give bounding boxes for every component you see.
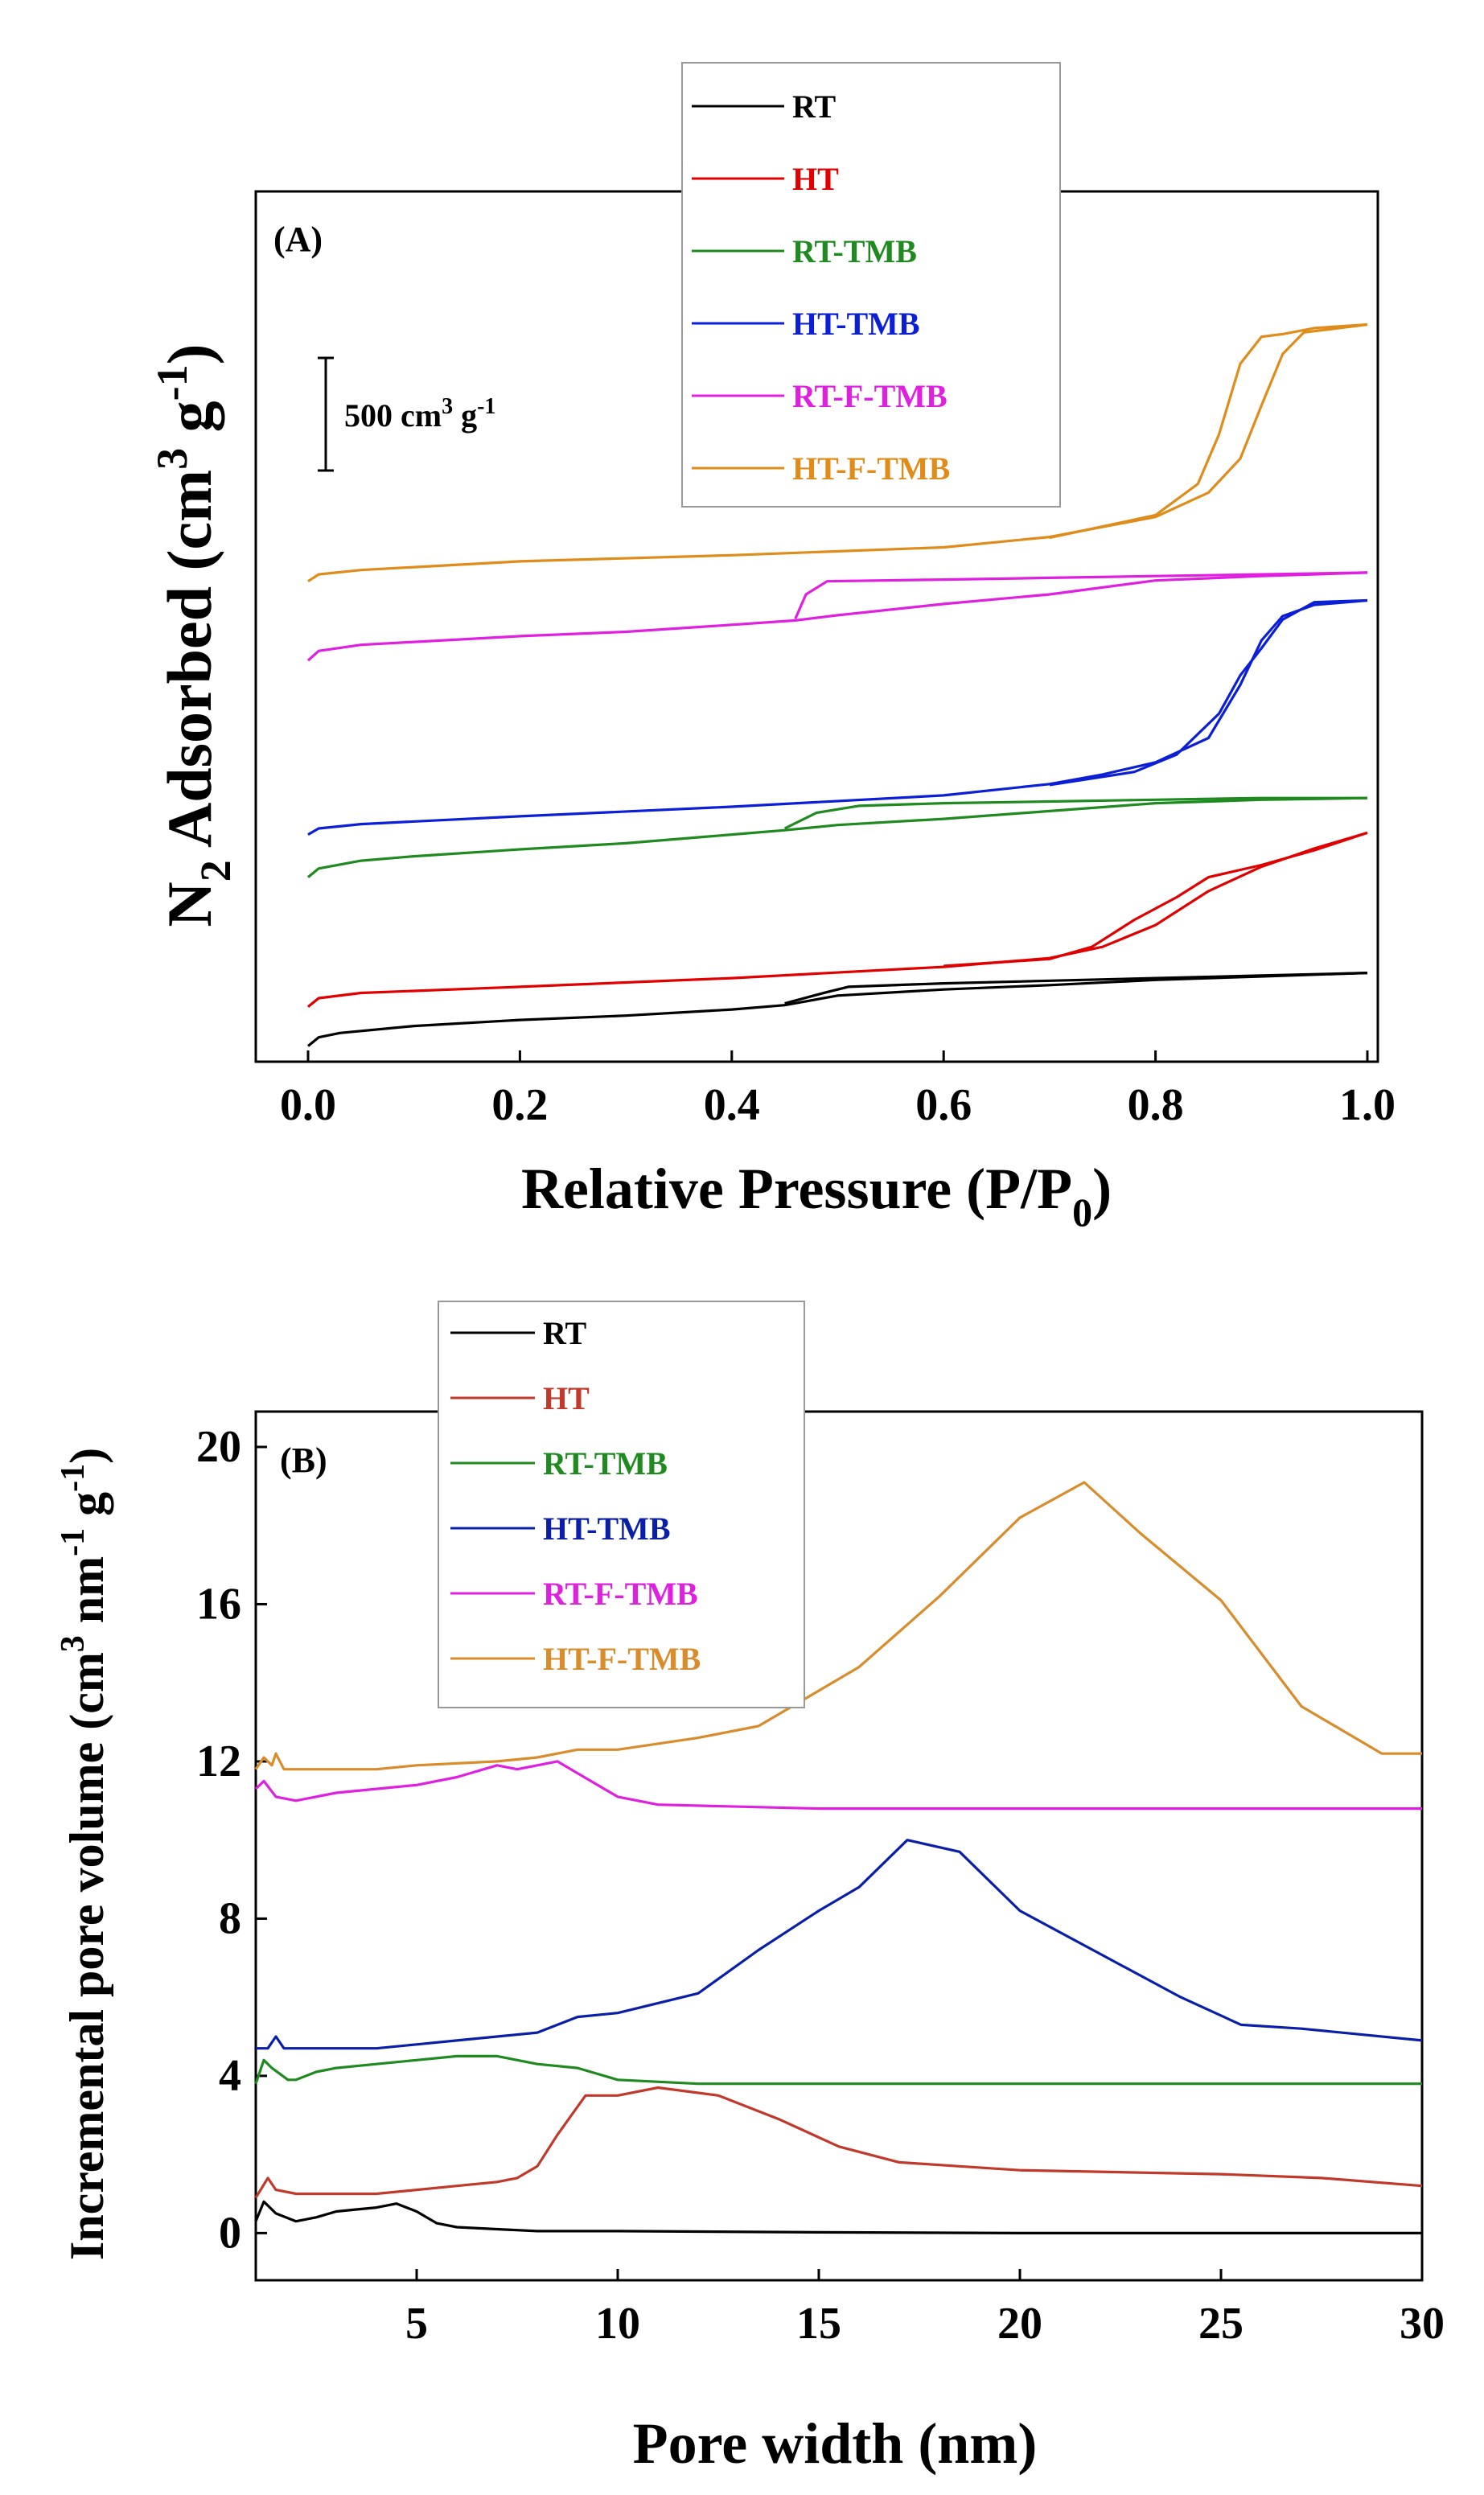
panel-b-legend: RT HT RT-TMB HT-TMB RT-F-TMB HT-F-TMB	[438, 1301, 805, 1708]
pore-distribution-ht	[254, 2086, 1423, 2199]
panel-a-legend-box	[681, 62, 1061, 508]
panel-b-ytick-label: 12	[196, 1737, 241, 1786]
isotherm-adsorption-rt-f-tmb	[306, 571, 1368, 662]
legend-b-label: HT-TMB	[543, 1511, 671, 1547]
panel-a-xtick-label: 0.0	[280, 1080, 336, 1130]
pore-distribution-rt-f-tmb	[254, 1760, 1422, 1811]
panel-a-x-axis-label: Relative Pressure (P/P0)	[521, 1157, 1112, 1235]
legend-b-label: HT	[543, 1380, 590, 1416]
panel-b-label: (B)	[280, 1441, 327, 1480]
legend-a-label: HT	[792, 161, 839, 197]
panel-b-y-axis-label: Incremental pore volume (cm3 nm-1 g-1)	[55, 1448, 113, 2260]
isotherm-desorption-ht-tmb	[1049, 598, 1368, 787]
panel-a-xtick-label: 0.4	[704, 1080, 760, 1130]
panel-a-xtick-label: 0.6	[915, 1080, 972, 1130]
panel-b-xtick-label: 5	[405, 2299, 428, 2349]
isotherm-desorption-rt-f-tmb	[794, 571, 1368, 619]
panel-b-xtick-label: 10	[595, 2299, 640, 2349]
panel-b-ytick-label: 0	[219, 2208, 241, 2258]
panel-b-xtick-label: 20	[997, 2299, 1042, 2349]
isotherm-desorption-ht-f-tmb	[1049, 323, 1368, 540]
panel-b-curves	[254, 1481, 1423, 2234]
scale-bar-label: 500 cm3 g-1	[344, 394, 495, 434]
panel-a-scale-bar: 500 cm3 g-1	[318, 356, 495, 472]
isotherm-desorption-rt-tmb	[783, 796, 1367, 830]
legend-b-label: RT-F-TMB	[543, 1576, 698, 1612]
legend-a-label: HT-TMB	[792, 306, 920, 342]
legend-a-label: RT	[792, 88, 836, 125]
panel-b-x-axis-label: Pore width (nm)	[633, 2411, 1038, 2476]
legend-b-label: HT-F-TMB	[543, 1641, 701, 1677]
pore-distribution-ht-f-tmb	[254, 1481, 1422, 1771]
isotherm-adsorption-rt-tmb	[306, 796, 1368, 878]
panel-a-xtick-label: 0.8	[1128, 1080, 1184, 1130]
panel-b-ytick-label: 16	[196, 1579, 241, 1629]
panel-a: 0.0 0.2 0.4 0.6 0.8 1.0 (A) 500 cm3 g-1 RT HT…	[148, 62, 1396, 1235]
panel-a-curves	[306, 323, 1368, 1047]
pore-distribution-rt-tmb	[254, 2054, 1422, 2086]
panel-a-legend: RT HT RT-TMB HT-TMB RT-F-TMB HT-F-TMB	[681, 62, 1061, 508]
panel-a-xtick-label: 1.0	[1339, 1080, 1396, 1130]
panel-b-xtick-label: 15	[796, 2299, 841, 2349]
panel-a-xticks: 0.0 0.2 0.4 0.6 0.8 1.0	[280, 1050, 1396, 1130]
legend-b-label: RT	[543, 1315, 586, 1351]
panel-b: 5 10 15 20 25 30 0 4 8 12 16 20 (B) RT HT RT-TMB HT…	[55, 1301, 1445, 2476]
panel-a-y-axis-label: N2 Adsorbed (cm3 g-1)	[148, 343, 240, 927]
panel-b-legend-box	[438, 1301, 805, 1708]
panel-b-frame	[254, 1410, 1424, 2282]
legend-a-label: RT-F-TMB	[792, 378, 948, 414]
pore-distribution-rt	[254, 2200, 1422, 2234]
panel-b-ytick-label: 4	[219, 2051, 241, 2101]
panel-b-ticks: 5 10 15 20 25 30 0 4 8 12 16 20	[196, 1422, 1445, 2349]
isotherm-desorption-ht	[943, 831, 1368, 968]
isotherm-adsorption-ht-tmb	[307, 598, 1368, 836]
legend-b-label: RT-TMB	[543, 1445, 668, 1482]
panel-b-xtick-label: 25	[1198, 2299, 1244, 2349]
panel-a-xtick-label: 0.2	[491, 1080, 548, 1130]
panel-a-label: (A)	[273, 220, 323, 259]
isotherm-adsorption-rt	[306, 972, 1368, 1047]
legend-a-label: HT-F-TMB	[792, 450, 950, 487]
panel-b-xtick-label: 30	[1400, 2299, 1445, 2349]
isotherm-desorption-rt	[784, 972, 1368, 1005]
legend-a-label: RT-TMB	[792, 233, 917, 269]
panel-b-ytick-label: 20	[196, 1422, 241, 1472]
pore-distribution-ht-tmb	[256, 1839, 1423, 2050]
isotherm-adsorption-ht	[306, 831, 1368, 1009]
panel-b-ytick-label: 8	[219, 1893, 241, 1943]
